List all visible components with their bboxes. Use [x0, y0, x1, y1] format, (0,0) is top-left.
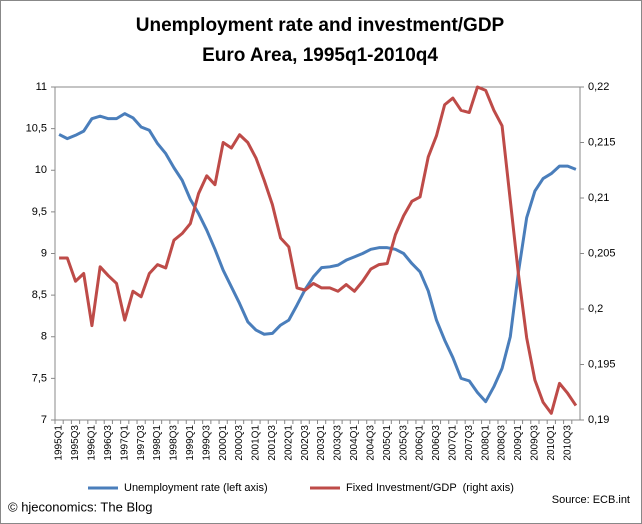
- x-tick-label: 1998Q3: [169, 425, 180, 461]
- x-tick-label: 2009Q3: [530, 425, 541, 461]
- y2-tick-label: 0,2: [588, 303, 603, 315]
- x-tick-label: 2008Q1: [480, 425, 491, 461]
- x-tick-label: 2002Q1: [283, 425, 294, 461]
- x-tick-label: 2008Q3: [497, 425, 508, 461]
- y2-tick-label: 0,215: [588, 136, 616, 148]
- y2-tick-label: 0,195: [588, 358, 616, 370]
- y-tick-label: 9: [41, 247, 47, 259]
- x-tick-label: 1997Q3: [136, 425, 147, 461]
- y2-tick-label: 0,21: [588, 192, 609, 204]
- y-tick-label: 11: [36, 81, 47, 93]
- x-tick-label: 2000Q3: [234, 425, 245, 461]
- y-tick-label: 7: [41, 414, 47, 426]
- x-tick-label: 2002Q3: [300, 425, 311, 461]
- y2-tick-label: 0,22: [588, 81, 609, 93]
- source: Source: ECB.int: [552, 494, 630, 506]
- x-tick-label: 1996Q1: [87, 425, 98, 461]
- x-tick-label: 1995Q3: [70, 425, 81, 461]
- series-line: [59, 85, 578, 415]
- y-tick-label: 8,5: [32, 289, 47, 301]
- x-tick-label: 2004Q1: [349, 425, 360, 461]
- x-tick-label: 2010Q1: [546, 425, 557, 461]
- x-tick-label: 1998Q1: [152, 425, 163, 461]
- legend-label: Fixed Investment/GDP (right axis): [346, 482, 514, 494]
- x-tick-label: 2006Q3: [431, 425, 442, 461]
- x-tick-label: 1999Q3: [201, 425, 212, 461]
- chart-subtitle: Euro Area, 1995q1-2010q4: [202, 45, 438, 66]
- x-tick-label: 1995Q1: [54, 425, 65, 461]
- x-tick-label: 1997Q1: [119, 425, 130, 461]
- x-tick-label: 2001Q3: [267, 425, 278, 461]
- legend-label: Unemployment rate (left axis): [124, 482, 268, 494]
- series-line: [58, 112, 577, 404]
- x-tick-label: 2000Q1: [218, 425, 229, 461]
- x-tick-label: 2005Q1: [382, 425, 393, 461]
- x-tick-label: 2007Q1: [447, 425, 458, 461]
- y-tick-label: 10,5: [26, 123, 47, 135]
- x-tick-label: 2003Q3: [333, 425, 344, 461]
- x-tick-label: 1999Q1: [185, 425, 196, 461]
- x-tick-label: 2007Q3: [464, 425, 475, 461]
- x-tick-label: 2006Q1: [415, 425, 426, 461]
- x-tick-label: 2001Q1: [251, 425, 262, 461]
- y-tick-label: 9,5: [32, 206, 47, 218]
- x-tick-label: 2009Q1: [513, 425, 524, 461]
- x-tick-label: 2005Q3: [398, 425, 409, 461]
- x-tick-label: 2004Q3: [365, 425, 376, 461]
- y2-tick-label: 0,205: [588, 247, 616, 259]
- y-tick-label: 8: [41, 331, 47, 343]
- y2-tick-label: 0,19: [588, 414, 609, 426]
- x-tick-label: 2010Q3: [562, 425, 573, 461]
- y-tick-label: 10: [35, 164, 47, 176]
- credit: © hjeconomics: The Blog: [8, 499, 152, 514]
- x-tick-label: 1996Q3: [103, 425, 114, 461]
- x-tick-label: 2003Q1: [316, 425, 327, 461]
- chart-title: Unemployment rate and investment/GDP: [136, 15, 505, 36]
- y-tick-label: 7,5: [32, 372, 47, 384]
